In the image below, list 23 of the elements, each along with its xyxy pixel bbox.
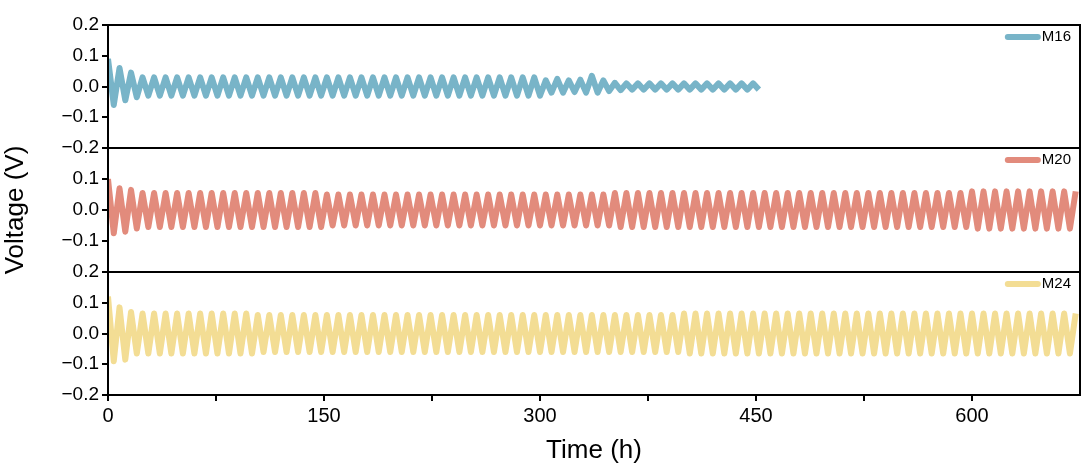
y-tick-label: 0.2 bbox=[72, 13, 99, 35]
x-axis-title: Time (h) bbox=[546, 433, 642, 464]
legend-label: M16 bbox=[1041, 27, 1072, 45]
y-tick-label: −0.1 bbox=[61, 105, 99, 127]
y-axis-title: Voltage (V) bbox=[0, 145, 29, 275]
y-tick-label: 0.2 bbox=[72, 260, 99, 282]
legend-label: M24 bbox=[1041, 274, 1072, 292]
y-tick-label: 0.1 bbox=[72, 290, 99, 312]
legend-label: M20 bbox=[1041, 150, 1072, 168]
y-tick-label: −0.2 bbox=[61, 383, 99, 405]
x-tick-label: 0 bbox=[102, 403, 114, 426]
x-tick-label: 150 bbox=[307, 403, 341, 426]
y-tick-label: −0.1 bbox=[61, 352, 99, 374]
y-tick-label: 0.0 bbox=[72, 198, 99, 220]
y-tick-label: −0.2 bbox=[61, 136, 99, 158]
x-tick-label: 600 bbox=[955, 403, 989, 426]
y-tick-label: 0.1 bbox=[72, 43, 99, 65]
y-tick-label: 0.0 bbox=[72, 74, 99, 96]
x-tick-label: 450 bbox=[739, 403, 773, 426]
y-tick-label: −0.1 bbox=[61, 229, 99, 251]
y-tick-label: 0.1 bbox=[72, 167, 99, 189]
x-tick-label: 300 bbox=[523, 403, 557, 426]
y-tick-label: 0.0 bbox=[72, 321, 99, 343]
